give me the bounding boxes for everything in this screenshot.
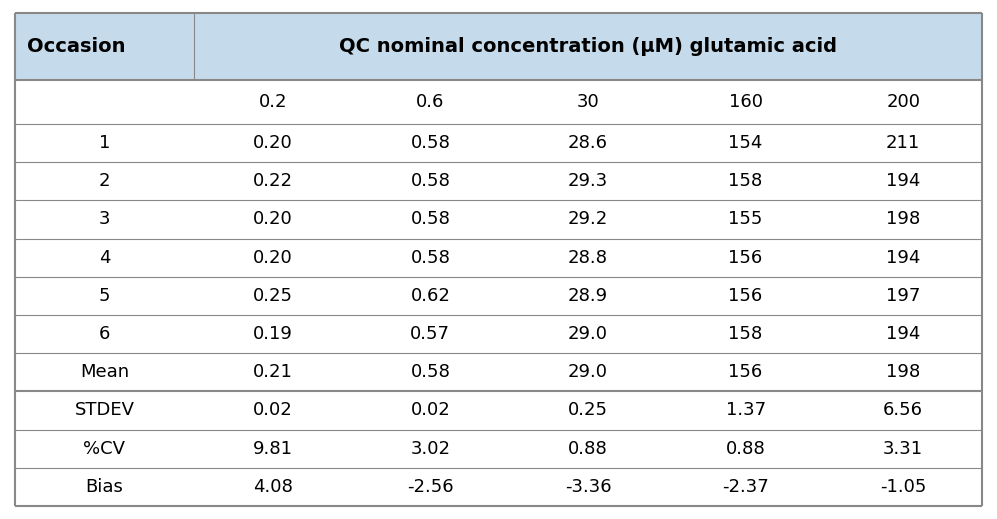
Text: 0.21: 0.21 — [253, 363, 293, 381]
Text: 30: 30 — [576, 93, 599, 111]
Bar — [15, 162, 982, 200]
Bar — [15, 315, 982, 353]
Bar — [15, 79, 982, 124]
Text: 156: 156 — [729, 363, 763, 381]
Text: Mean: Mean — [80, 363, 129, 381]
Text: 0.88: 0.88 — [726, 440, 766, 458]
Text: 0.58: 0.58 — [411, 210, 451, 228]
Text: %CV: %CV — [84, 440, 126, 458]
Text: 28.6: 28.6 — [568, 134, 608, 152]
Text: 197: 197 — [886, 287, 920, 305]
Text: 0.19: 0.19 — [253, 325, 293, 343]
Text: 29.2: 29.2 — [568, 210, 608, 228]
Text: 6.56: 6.56 — [883, 402, 923, 419]
Text: 29.0: 29.0 — [568, 325, 608, 343]
Text: QC nominal concentration (μM) glutamic acid: QC nominal concentration (μM) glutamic a… — [339, 37, 836, 56]
Text: 158: 158 — [729, 325, 763, 343]
Text: 1: 1 — [99, 134, 110, 152]
Text: 155: 155 — [729, 210, 763, 228]
Bar — [15, 468, 982, 506]
Text: -1.05: -1.05 — [880, 478, 926, 496]
Text: 4.08: 4.08 — [253, 478, 293, 496]
Text: 156: 156 — [729, 249, 763, 267]
Text: 0.62: 0.62 — [411, 287, 451, 305]
Text: 29.0: 29.0 — [568, 363, 608, 381]
Text: 0.22: 0.22 — [252, 172, 293, 190]
Text: 194: 194 — [886, 325, 920, 343]
Text: 6: 6 — [99, 325, 110, 343]
Text: 0.58: 0.58 — [411, 249, 451, 267]
Bar — [15, 430, 982, 468]
Text: STDEV: STDEV — [75, 402, 135, 419]
Text: 3.31: 3.31 — [883, 440, 923, 458]
Text: 0.20: 0.20 — [253, 210, 292, 228]
Text: 0.58: 0.58 — [411, 172, 451, 190]
Text: 0.25: 0.25 — [568, 402, 608, 419]
Bar — [15, 13, 982, 79]
Text: 158: 158 — [729, 172, 763, 190]
Text: 4: 4 — [99, 249, 110, 267]
Text: 156: 156 — [729, 287, 763, 305]
Text: 29.3: 29.3 — [568, 172, 608, 190]
Text: 200: 200 — [886, 93, 920, 111]
Text: 0.20: 0.20 — [253, 249, 292, 267]
Bar — [15, 391, 982, 430]
Bar — [15, 200, 982, 239]
Text: 0.58: 0.58 — [411, 363, 451, 381]
Text: 0.57: 0.57 — [411, 325, 451, 343]
Text: 2: 2 — [99, 172, 110, 190]
Bar — [15, 239, 982, 277]
Text: 3: 3 — [99, 210, 110, 228]
Text: 0.20: 0.20 — [253, 134, 292, 152]
Text: 194: 194 — [886, 172, 920, 190]
Text: 154: 154 — [729, 134, 763, 152]
Text: 198: 198 — [886, 363, 920, 381]
Text: 0.58: 0.58 — [411, 134, 451, 152]
Text: Occasion: Occasion — [28, 37, 126, 56]
Text: 160: 160 — [729, 93, 763, 111]
Bar — [15, 353, 982, 391]
Text: 9.81: 9.81 — [252, 440, 293, 458]
Text: 0.25: 0.25 — [252, 287, 293, 305]
Text: Bias: Bias — [86, 478, 124, 496]
Text: 194: 194 — [886, 249, 920, 267]
Text: 3.02: 3.02 — [411, 440, 451, 458]
Text: 0.2: 0.2 — [258, 93, 287, 111]
Bar — [15, 277, 982, 315]
Bar — [15, 124, 982, 162]
Text: 1.37: 1.37 — [726, 402, 766, 419]
Text: 5: 5 — [99, 287, 110, 305]
Text: 0.02: 0.02 — [253, 402, 292, 419]
Text: 0.6: 0.6 — [416, 93, 445, 111]
Text: 28.9: 28.9 — [568, 287, 608, 305]
Text: 0.02: 0.02 — [411, 402, 451, 419]
Text: 198: 198 — [886, 210, 920, 228]
Text: -2.56: -2.56 — [407, 478, 454, 496]
Text: -3.36: -3.36 — [564, 478, 611, 496]
Text: 211: 211 — [886, 134, 920, 152]
Text: 0.88: 0.88 — [568, 440, 608, 458]
Text: 28.8: 28.8 — [568, 249, 608, 267]
Text: -2.37: -2.37 — [722, 478, 769, 496]
